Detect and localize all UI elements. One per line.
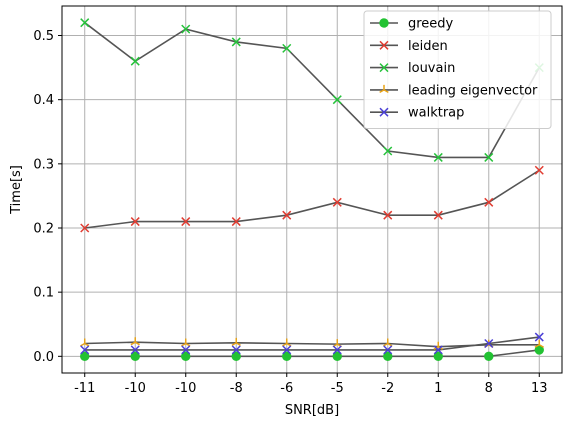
x-tick-label: -5: [331, 381, 344, 396]
data-point-greedy: [433, 351, 443, 362]
data-point-leiden: [282, 210, 292, 220]
data-point-louvain: [484, 152, 494, 162]
data-point-greedy: [231, 351, 241, 362]
legend-marker-leading-eigenvector: [379, 84, 389, 94]
data-point-greedy: [332, 351, 342, 362]
x-tick-label: 8: [485, 381, 493, 396]
x-axis-ticks: -11 -10 -10 -8 -6 -5 -2 1 8 13: [74, 373, 548, 396]
legend-label-louvain: louvain: [408, 61, 455, 76]
data-point-leiden: [484, 197, 494, 207]
data-point-louvain: [332, 95, 342, 105]
y-tick-label: 0.2: [33, 221, 54, 236]
data-point-leiden: [383, 210, 393, 220]
data-point-walktrap: [231, 345, 241, 355]
data-point-louvain: [181, 24, 191, 34]
y-tick-label: 0.0: [33, 350, 54, 365]
data-point-greedy: [80, 351, 90, 362]
data-point-louvain: [383, 146, 393, 156]
data-point-greedy: [130, 351, 140, 362]
legend-box: [363, 10, 552, 129]
y-axis-label: Time[s]: [9, 165, 24, 215]
legend-marker-greedy: [379, 18, 389, 28]
y-tick-label: 0.1: [33, 286, 54, 301]
legend: greedy leiden louvain leading eigenvector wa…: [363, 10, 552, 129]
legend-label-walktrap: walktrap: [408, 106, 464, 121]
data-point-leiden: [231, 217, 241, 227]
series-line-walktrap: [84, 336, 540, 351]
data-point-leiden: [433, 210, 443, 220]
series-line-greedy: [84, 349, 540, 358]
data-point-walktrap: [433, 345, 443, 355]
data-point-greedy: [383, 351, 393, 362]
x-tick-label: -10: [125, 381, 146, 396]
data-point-greedy: [181, 351, 191, 362]
data-point-greedy: [534, 345, 544, 355]
data-point-walktrap: [130, 345, 140, 355]
data-point-louvain: [130, 56, 140, 66]
data-point-walktrap: [484, 338, 494, 349]
data-point-louvain: [80, 18, 90, 28]
data-point-leading-eigenvector: [130, 337, 140, 346]
x-axis-label: SNR[dB]: [285, 403, 339, 418]
legend-label-leiden: leiden: [408, 39, 448, 54]
x-tick-label: -11: [74, 381, 95, 396]
series-line-leading-eigenvector: [84, 341, 540, 348]
data-point-leiden: [130, 217, 140, 227]
data-point-greedy: [484, 351, 494, 362]
x-tick-label: -2: [381, 381, 394, 396]
legend-label-greedy: greedy: [408, 17, 454, 32]
data-point-leiden: [332, 197, 342, 207]
data-point-louvain: [231, 37, 241, 47]
legend-marker-leiden: [379, 40, 389, 50]
series-line-leiden: [84, 169, 540, 229]
x-tick-label: 13: [531, 381, 548, 396]
series-lines: [84, 22, 540, 358]
series-line-louvain: [84, 22, 540, 159]
y-tick-label: 0.3: [33, 157, 54, 172]
data-point-leiden: [80, 223, 90, 233]
data-point-walktrap: [181, 345, 191, 355]
y-tick-label: 0.5: [33, 29, 54, 44]
data-point-walktrap: [534, 332, 544, 342]
data-point-leading-eigenvector: [534, 339, 544, 348]
data-point-walktrap: [80, 345, 90, 355]
legend-marker-walktrap: [379, 107, 389, 117]
data-point-leading-eigenvector: [231, 337, 241, 346]
x-tick-label: 1: [434, 381, 442, 396]
x-tick-label: -10: [175, 381, 196, 396]
x-tick-label: -8: [230, 381, 243, 396]
data-point-louvain: [433, 152, 443, 162]
legend-marker-louvain: [379, 63, 389, 73]
plot-frame: [61, 5, 563, 374]
legend-label-leading-eigenvector: leading eigenvector: [408, 83, 538, 98]
y-tick-label: 0.4: [33, 93, 54, 108]
data-point-walktrap: [332, 345, 342, 355]
data-point-leiden: [181, 217, 191, 227]
data-point-walktrap: [383, 345, 393, 355]
y-axis-ticks: 0.0 0.1 0.2 0.3 0.4 0.5: [33, 29, 62, 365]
data-point-leiden: [534, 165, 544, 175]
data-point-greedy: [282, 351, 292, 362]
series-markers: [80, 18, 544, 362]
data-point-louvain: [282, 43, 292, 53]
x-tick-label: -6: [280, 381, 293, 396]
data-point-walktrap: [282, 345, 292, 355]
